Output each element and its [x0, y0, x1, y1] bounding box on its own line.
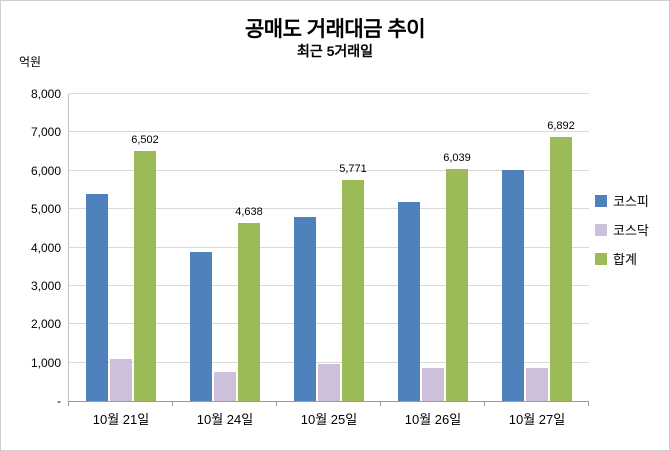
legend-swatch-total: [595, 252, 607, 265]
x-axis-category-label: 10월 25일: [300, 412, 358, 427]
x-axis-tick: [380, 401, 381, 406]
y-tick-label: 2,000: [30, 317, 61, 332]
gridline: [69, 323, 589, 325]
y-tick-label: 1,000: [30, 355, 61, 370]
bar-kosdaq: [214, 372, 236, 401]
plot-area: 6,502 10월 21일 4,638 10월 24일 5,771 10월 25일 6,03…: [68, 93, 589, 427]
x-axis-category-label: 10월 26일: [404, 412, 462, 427]
bar-kospi: [294, 217, 316, 401]
gridline: [69, 361, 589, 363]
y-axis-unit-label: 억원: [19, 55, 42, 69]
gridline: [69, 246, 589, 248]
y-tick-label: -: [57, 394, 61, 408]
bar-total: [446, 169, 468, 401]
bar-kosdaq: [110, 359, 132, 401]
legend-swatch-kosdaq: [595, 223, 607, 236]
legend-swatch-kospi: [595, 194, 607, 207]
gridline: [69, 131, 589, 133]
bar-total: [550, 137, 572, 401]
bar-total: [238, 223, 260, 401]
bar-value-label: 6,039: [443, 152, 471, 164]
bar-value-label: 5,771: [339, 163, 367, 175]
y-tick-label: 6,000: [30, 163, 61, 178]
x-axis-tick: [588, 401, 589, 406]
gridline: [69, 284, 589, 286]
legend-item-kospi: 코스피: [595, 191, 649, 210]
y-tick-label: 8,000: [30, 87, 61, 101]
bar-value-label: 6,892: [547, 120, 575, 132]
gridline: [69, 93, 589, 94]
x-axis-tick: [172, 401, 173, 406]
legend-label-kosdaq: 코스닥: [613, 223, 649, 238]
bar-kosdaq: [318, 364, 340, 401]
bar-kospi: [190, 252, 212, 401]
y-tick-label: 5,000: [30, 202, 61, 217]
legend-label-total: 합계: [613, 252, 637, 267]
bar-total: [134, 151, 156, 401]
bar-total: [342, 180, 364, 401]
x-axis-category-label: 10월 27일: [508, 412, 566, 427]
chart-subtitle: 최근 5거래일: [296, 43, 374, 59]
x-axis-category-label: 10월 24일: [196, 412, 254, 427]
legend-label-kospi: 코스피: [613, 194, 649, 209]
bar-kospi: [86, 194, 108, 401]
bar-kospi: [398, 202, 420, 401]
x-axis-tick: [484, 401, 485, 406]
x-axis-line: [68, 401, 589, 402]
y-axis-line: [68, 94, 69, 401]
chart-title: 공매도 거래대금 추이: [244, 18, 426, 41]
y-tick-label: 7,000: [30, 125, 61, 140]
bar-kosdaq: [526, 368, 548, 401]
x-axis-category-label: 10월 21일: [92, 412, 150, 427]
y-tick-label: 4,000: [30, 240, 61, 255]
legend-item-kosdaq: 코스닥: [595, 220, 649, 239]
bar-kosdaq: [422, 368, 444, 401]
bar-kospi: [502, 170, 524, 401]
x-axis-tick: [276, 401, 277, 406]
gridline: [69, 208, 589, 210]
x-axis-tick: [68, 401, 69, 406]
bar-value-label: 4,638: [235, 206, 263, 218]
y-tick-label: 3,000: [30, 278, 61, 293]
bar-value-label: 6,502: [131, 134, 159, 146]
legend-item-total: 합계: [595, 249, 649, 268]
gridline: [69, 169, 589, 171]
